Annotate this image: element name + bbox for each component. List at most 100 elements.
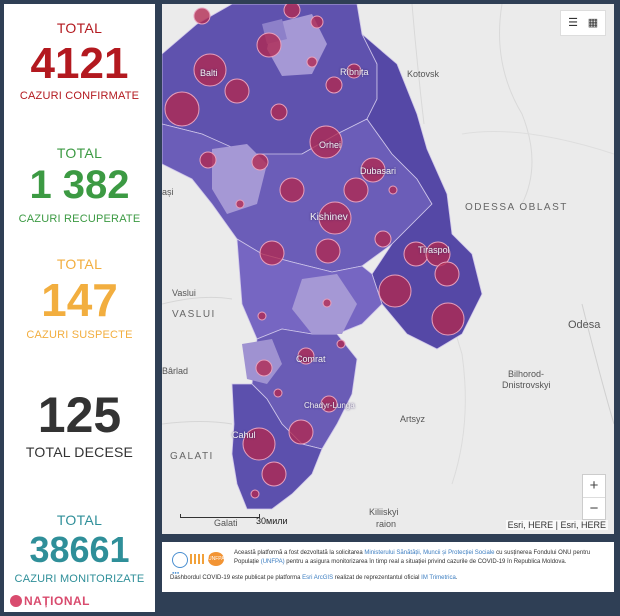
stat-monitored-caption: CAZURI MONITORIZATE	[14, 573, 145, 585]
case-bubble[interactable]	[378, 274, 412, 308]
case-bubble[interactable]	[325, 76, 343, 94]
basemap-gallery-icon[interactable]: ▦	[587, 17, 599, 29]
case-bubble[interactable]	[320, 395, 338, 413]
border-line	[499, 4, 533, 205]
case-bubble[interactable]	[374, 230, 392, 248]
case-bubble[interactable]	[318, 201, 352, 235]
case-bubble[interactable]	[322, 298, 332, 308]
map-toolbar: ☰ ▦	[560, 10, 606, 36]
place-dubasari: Dubasari	[360, 166, 397, 176]
case-bubble[interactable]	[288, 419, 314, 445]
map-attribution[interactable]: Esri, HERE | Esri, HERE	[505, 520, 608, 530]
place-ciadyr-lunga: Chadyr-Lunga	[304, 401, 355, 410]
coast-line	[581, 303, 614, 425]
case-bubble[interactable]	[235, 199, 245, 209]
partner-logos: UNFPA ●●●	[170, 548, 226, 578]
case-bubble[interactable]	[388, 185, 398, 195]
case-bubble[interactable]	[193, 53, 227, 87]
stat-deaths-value: 125	[37, 387, 122, 443]
stat-monitored: TOTAL 38661 CAZURI MONITORIZATE	[4, 512, 155, 585]
case-bubble[interactable]	[297, 347, 315, 365]
place-iasi: ași	[162, 187, 174, 197]
place-artsyz: Artsyz	[400, 414, 426, 424]
stat-confirmed-label: TOTAL	[56, 20, 103, 36]
footer-panel: UNFPA ●●● Această platformă a fost dezvo…	[162, 542, 614, 592]
case-bubble[interactable]	[251, 153, 269, 171]
scale-bar: 30мили	[180, 510, 288, 526]
zoom-in-button[interactable]: +	[583, 475, 605, 498]
scale-bar-line	[180, 514, 260, 518]
border-line	[162, 296, 233, 305]
case-bubble[interactable]	[224, 78, 250, 104]
case-bubble[interactable]	[279, 177, 305, 203]
case-bubble[interactable]	[309, 125, 343, 159]
place-kiliiskyi: Kiliiskyi	[369, 507, 399, 517]
case-bubble[interactable]	[164, 91, 200, 127]
case-bubble[interactable]	[315, 238, 341, 264]
brand-mark-icon	[10, 595, 22, 607]
case-bubble[interactable]	[250, 489, 260, 499]
arcgis-link[interactable]: Esri ArcGIS	[302, 575, 334, 581]
case-bubble[interactable]	[255, 359, 273, 377]
place-dnistrovskyi: Dnistrovskyi	[502, 380, 551, 390]
case-bubble[interactable]	[273, 388, 283, 398]
border-line	[461, 131, 614, 155]
case-bubble[interactable]	[431, 302, 465, 336]
brand-logo: NAȚIONAL	[10, 594, 90, 608]
map-view[interactable]: Balti Rîbnița Kotovsk Orhei Dubasari ași…	[162, 4, 614, 534]
place-odessa-oblast: ODESSA OBLAST	[465, 202, 568, 213]
stat-confirmed-caption: CAZURI CONFIRMATE	[19, 90, 140, 102]
footer-description: Această platformă a fost dezvoltată la s…	[234, 549, 604, 567]
case-bubble[interactable]	[360, 157, 386, 183]
stat-confirmed: TOTAL 4121 CAZURI CONFIRMATE	[4, 20, 155, 102]
case-bubble[interactable]	[193, 7, 211, 25]
footer-text: Dashbordul COVID-19 este publicat pe pla…	[170, 575, 301, 581]
place-raion: raion	[376, 519, 397, 529]
map-canvas	[162, 4, 614, 510]
case-bubble[interactable]	[306, 56, 318, 68]
case-bubble[interactable]	[256, 32, 282, 58]
trimetrica-link[interactable]: IM Trimetrica	[421, 575, 456, 581]
case-bubble[interactable]	[434, 261, 460, 287]
border-line	[411, 4, 425, 125]
place-kishinev: Kishinev	[310, 212, 348, 223]
place-tiraspol: Tiraspol	[418, 245, 450, 255]
place-galati: Galati	[214, 518, 238, 528]
case-bubble[interactable]	[242, 427, 276, 461]
case-bubble[interactable]	[310, 15, 324, 29]
case-bubble[interactable]	[346, 63, 362, 79]
case-bubble[interactable]	[336, 339, 346, 349]
stat-suspect: TOTAL 147 CAZURI SUSPECTE	[4, 256, 155, 341]
place-vaslui-region: VASLUI	[172, 309, 216, 320]
region-south	[231, 383, 323, 510]
stat-suspect-caption: CAZURI SUSPECTE	[26, 329, 133, 341]
footer-text: .	[455, 575, 458, 581]
place-comrat: Comrat	[296, 354, 326, 364]
stat-recovered: TOTAL 1 382 CAZURI RECUPERATE	[4, 145, 155, 225]
case-bubble[interactable]	[199, 151, 217, 169]
stat-suspect-value: 147	[41, 274, 118, 326]
unfpa-link[interactable]: (UNFPA)	[260, 559, 285, 565]
border-line	[162, 421, 233, 425]
legend-list-icon[interactable]: ☰	[568, 17, 578, 29]
case-bubble[interactable]	[270, 103, 288, 121]
case-bubble[interactable]	[259, 240, 285, 266]
place-orhei: Orhei	[319, 140, 342, 150]
stat-recovered-caption: CAZURI RECUPERATE	[18, 213, 141, 225]
stat-confirmed-value: 4121	[30, 39, 129, 88]
case-bubble[interactable]	[343, 177, 369, 203]
stat-suspect-label: TOTAL	[56, 256, 103, 272]
footer-text: Această platformă a fost dezvoltată la s…	[234, 550, 363, 556]
case-bubble[interactable]	[257, 311, 267, 321]
un-logo-icon	[172, 552, 188, 568]
case-bubble[interactable]	[283, 4, 301, 19]
dots-logo-icon	[190, 554, 206, 564]
place-kotovsk: Kotovsk	[407, 69, 440, 79]
stat-deaths: 125 TOTAL DECESE	[4, 390, 155, 460]
stat-deaths-caption: TOTAL DECESE	[25, 444, 134, 460]
case-bubble[interactable]	[261, 461, 287, 487]
ministry-link[interactable]: Ministerului Sănătății, Muncii și Protec…	[364, 550, 495, 556]
zoom-control: + −	[582, 474, 606, 520]
zoom-out-button[interactable]: −	[589, 500, 599, 517]
